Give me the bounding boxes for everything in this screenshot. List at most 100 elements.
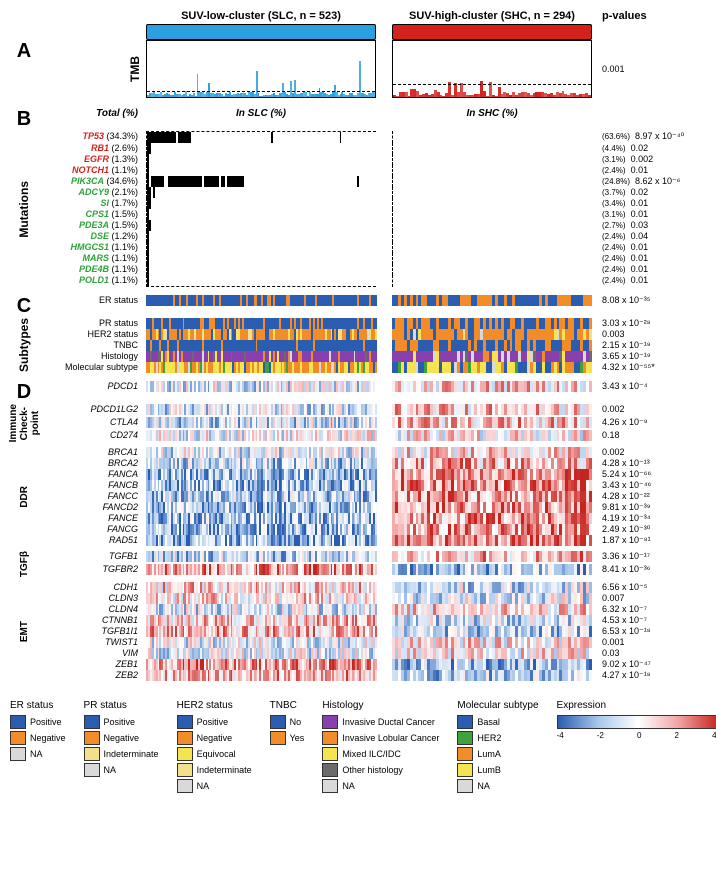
subtype-p-mol: 4.32 x 10⁻⁵⁵* [596, 362, 696, 373]
tmb-shc: →3.15 [392, 40, 592, 98]
legend: ER statusPositiveNegativeNAPR statusPosi… [10, 700, 716, 793]
subtype-p-her2: 0.003 [596, 329, 696, 340]
subtype-her2-shc [392, 329, 592, 340]
heat-FANCC-slc [146, 491, 376, 502]
mut-track-PDE4B-shc [392, 264, 393, 275]
mut-pvalue-TP53: (63.6%) 8.97 x 10⁻⁴⁰ [596, 131, 696, 143]
heat-TGFB1-shc [392, 551, 592, 562]
legend-col-HER2 status: HER2 statusPositiveNegativeEquivocalInde… [177, 700, 252, 793]
heat-TGFBR2-shc [392, 564, 592, 575]
subtype-label-hist: Histology [42, 351, 142, 362]
heat-RAD51-shc [392, 535, 592, 546]
heat-p-CLDN4: 6.32 x 10⁻⁷ [596, 604, 696, 615]
heat-CDH1-shc [392, 582, 592, 593]
heat-p-ZEB2: 4.27 x 10⁻¹⁸ [596, 670, 696, 681]
heat-p-FANCA: 5.24 x 10⁻⁶⁶ [596, 469, 696, 480]
heat-VIM-shc [392, 648, 592, 659]
mut-label-CPS1: CPS1 (1.5%) [42, 209, 142, 220]
subtype-p-er: 8.08 x 10⁻³⁵ [596, 295, 696, 318]
mut-track-ADCY9-shc [392, 187, 393, 198]
mut-track-HMGCS1-shc [392, 242, 393, 253]
heat-CD274-slc [146, 430, 376, 441]
panel-d-vlabel-3: EMT [19, 621, 30, 642]
panel-b-vlabel: Mutations [17, 181, 31, 238]
legend-col-TNBC: TNBCNoYes [270, 700, 305, 793]
mut-track-ADCY9-slc [146, 187, 376, 198]
heat-BRCA1-slc [146, 447, 376, 458]
mut-track-RB1-slc [146, 143, 376, 154]
heat-label-TGFB1I1: TGFB1I1 [42, 626, 142, 637]
mut-pvalue-PDE3A: (2.7%) 0.03 [596, 220, 696, 231]
mut-pvalue-EGFR: (3.1%) 0.002 [596, 154, 696, 165]
mut-label-POLD1: POLD1 (1.1%) [42, 275, 142, 287]
legend-col-Molecular subtype: Molecular subtypeBasalHER2LumALumBNA [457, 700, 538, 793]
panel-d-vlabel-2: TGFβ [19, 551, 30, 577]
pvalues-header: p-values [596, 10, 696, 22]
mut-track-CPS1-shc [392, 209, 393, 220]
mut-track-DSE-shc [392, 231, 393, 242]
heat-p-RAD51: 1.87 x 10⁻⁸¹ [596, 535, 696, 546]
mut-track-POLD1-slc [146, 275, 376, 287]
shc-colorbar [392, 24, 592, 40]
heat-label-ZEB1: ZEB1 [42, 659, 142, 670]
heat-TWIST1-slc [146, 637, 376, 648]
mut-track-SI-slc [146, 198, 376, 209]
mut-pvalue-POLD1: (2.4%) 0.01 [596, 275, 696, 287]
subtype-p-hist: 3.65 x 10⁻¹⁹ [596, 351, 696, 362]
heat-label-CLDN4: CLDN4 [42, 604, 142, 615]
heat-p-CTLA4: 4.26 x 10⁻⁹ [596, 417, 696, 430]
figure-grid: SUV-low-cluster (SLC, n = 523)SUV-high-c… [10, 10, 716, 686]
heat-label-FANCE: FANCE [42, 513, 142, 524]
subtype-her2-slc [146, 329, 376, 340]
heat-p-FANCB: 3.43 x 10⁻⁴⁶ [596, 480, 696, 491]
subtype-mol-slc [146, 362, 376, 373]
heat-FANCA-slc [146, 469, 376, 480]
heat-label-TWIST1: TWIST1 [42, 637, 142, 648]
heat-label-FANCD2: FANCD2 [42, 502, 142, 513]
mut-label-SI: SI (1.7%) [42, 198, 142, 209]
mut-track-RB1-shc [392, 143, 393, 154]
heat-p-BRCA1: 0.002 [596, 447, 696, 458]
heat-label-CTNNB1: CTNNB1 [42, 615, 142, 626]
mut-label-EGFR: EGFR (1.3%) [42, 154, 142, 165]
heat-label-TGFB1: TGFB1 [42, 551, 142, 564]
heat-TGFB1I1-shc [392, 626, 592, 637]
panel-a-vlabel: TMB [128, 56, 142, 82]
mut-pvalue-PDE4B: (2.4%) 0.01 [596, 264, 696, 275]
mut-label-MARS: MARS (1.1%) [42, 253, 142, 264]
subtype-label-tnbc: TNBC [42, 340, 142, 351]
heat-label-FANCC: FANCC [42, 491, 142, 502]
legend-expression: Expression-4-2024 [557, 700, 716, 793]
subtype-er-slc [146, 295, 376, 306]
heat-TWIST1-shc [392, 637, 592, 648]
mut-label-PIK3CA: PIK3CA (34.6%) [42, 176, 142, 187]
subtype-hist-slc [146, 351, 376, 362]
panel-d-letter: D [10, 381, 38, 404]
heat-ZEB2-shc [392, 670, 592, 681]
slc-colorbar [146, 24, 376, 40]
heat-RAD51-slc [146, 535, 376, 546]
mut-pvalue-RB1: (4.4%) 0.02 [596, 143, 696, 154]
heat-BRCA2-shc [392, 458, 592, 469]
heat-label-BRCA1: BRCA1 [42, 447, 142, 458]
mut-track-MARS-slc [146, 253, 376, 264]
subtype-tnbc-slc [146, 340, 376, 351]
mut-pvalue-SI: (3.4%) 0.01 [596, 198, 696, 209]
panel-d-vlabel-0: Immune Check- point [8, 404, 41, 442]
heat-label-FANCB: FANCB [42, 480, 142, 491]
mut-track-NOTCH1-shc [392, 165, 393, 176]
heat-p-TGFB1I1: 6.53 x 10⁻¹⁸ [596, 626, 696, 637]
heat-p-TWIST1: 0.001 [596, 637, 696, 648]
heat-label-VIM: VIM [42, 648, 142, 659]
mut-track-HMGCS1-slc [146, 242, 376, 253]
heat-label-CD274: CD274 [42, 430, 142, 443]
heat-p-VIM: 0.03 [596, 648, 696, 659]
mut-track-MARS-shc [392, 253, 393, 264]
heat-p-BRCA2: 4.28 x 10⁻¹³ [596, 458, 696, 469]
heat-label-CDH1: CDH1 [42, 582, 142, 593]
mut-track-PDE4B-slc [146, 264, 376, 275]
heat-p-TGFBR2: 8.41 x 10⁻³⁶ [596, 564, 696, 577]
heat-p-CD274: 0.18 [596, 430, 696, 443]
mut-pvalue-NOTCH1: (2.4%) 0.01 [596, 165, 696, 176]
heat-FANCB-shc [392, 480, 592, 491]
